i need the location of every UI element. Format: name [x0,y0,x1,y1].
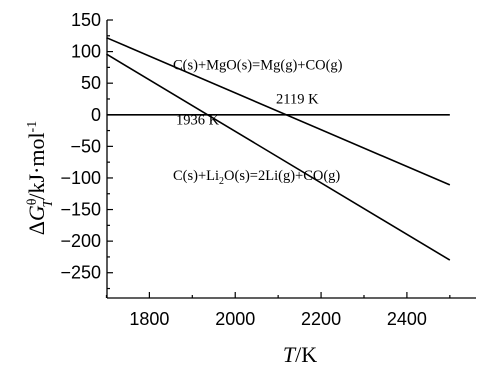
y-title-unit: /kJ·mol [24,132,49,199]
y-tick-label: −100 [60,168,101,188]
annotation-mgo: C(s)+MgO(s)=Mg(g)+CO(g) [173,57,343,73]
y-axis-title: ΔGθT/kJ·mol-1 [24,121,56,235]
y-tick-label: −150 [60,200,101,220]
svg-text:ΔGθT/kJ·mol-1: ΔGθT/kJ·mol-1 [24,121,56,235]
annotation-t1: 2119 K [276,91,319,107]
y-tick-label: −250 [60,263,101,283]
annotation-t2: 1936 K [176,112,220,128]
y-title-sup: θ [25,198,40,205]
x-tick-label: 2400 [387,309,427,329]
y-tick-label: 0 [91,105,101,125]
y-ticks: 150 100 50 0 −50 −100 −150 −200 −250 [60,10,113,290]
y-title-delta: Δ [24,221,49,235]
x-tick-label: 1800 [129,309,169,329]
x-tick-label: 2000 [215,309,255,329]
x-axis-title: T/K [283,342,317,367]
y-tick-label: 100 [71,42,101,62]
y-tick-label: −50 [70,136,101,156]
y-title-g: G [24,205,49,221]
y-title-sub: T [41,198,56,207]
y-title-unit-sup: -1 [25,121,40,133]
annotations: C(s)+MgO(s)=Mg(g)+CO(g) 2119 K 1936 K C(s)+… [173,57,343,187]
y-tick-label: 50 [81,73,101,93]
x-ticks: 1800 2000 2200 2400 [105,292,451,329]
plot-series [106,36,451,261]
y-tick-label: −200 [60,231,101,251]
x-tick-label: 2200 [301,309,341,329]
series-line-1 [106,36,451,186]
annotation-li2o: C(s)+Li2O(s)=2Li(g)+CO(g) [173,168,340,187]
y-tick-label: 150 [71,10,101,30]
series-line-2 [106,53,451,261]
